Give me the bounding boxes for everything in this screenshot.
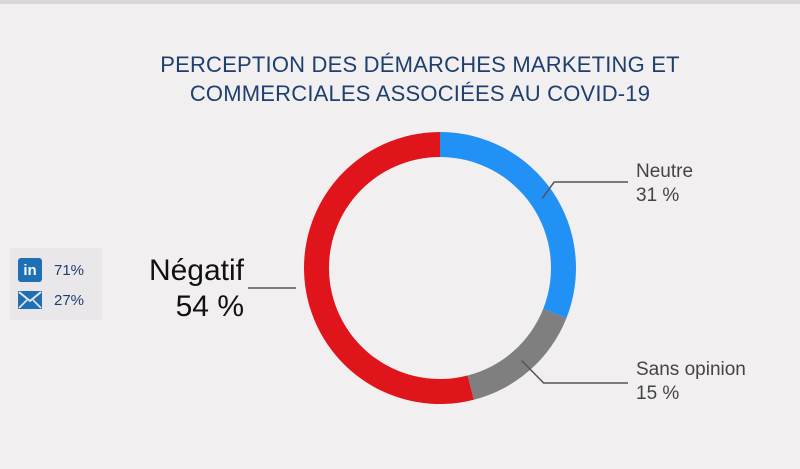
linkedin-icon: in bbox=[18, 258, 42, 282]
leader-line-sans-opinion bbox=[521, 360, 628, 384]
label-sans-opinion: Sans opinion 15 % bbox=[636, 358, 746, 406]
label-neutre-name: Neutre bbox=[636, 161, 694, 182]
source-legend: in 71% 27% bbox=[10, 248, 102, 320]
legend-mail-value: 27% bbox=[54, 291, 85, 309]
slice-n-gatif bbox=[303, 132, 474, 404]
label-sans-opinion-value: 15 % bbox=[636, 383, 680, 404]
legend-linkedin-value: 71% bbox=[54, 261, 85, 279]
slice-neutre bbox=[440, 132, 576, 319]
label-neutre: Neutre 31 % bbox=[636, 160, 693, 208]
label-negatif-name: Négatif bbox=[148, 254, 244, 287]
legend-row-linkedin: in 71% bbox=[18, 258, 84, 282]
label-neutre-value: 31 % bbox=[636, 185, 680, 206]
chart-title-line-1: PERCEPTION DES DÉMARCHES MARKETING ET bbox=[160, 52, 680, 77]
slice-sans-opinion bbox=[467, 308, 567, 400]
top-divider bbox=[0, 0, 800, 4]
chart-title: PERCEPTION DES DÉMARCHES MARKETING ET CO… bbox=[120, 50, 720, 108]
label-negatif-value: 54 % bbox=[175, 290, 244, 323]
mail-icon bbox=[18, 291, 42, 309]
label-sans-opinion-name: Sans opinion bbox=[636, 359, 746, 380]
legend-row-mail: 27% bbox=[18, 288, 84, 312]
chart-title-line-2: COMMERCIALES ASSOCIÉES AU COVID-19 bbox=[189, 81, 651, 106]
label-negatif: Négatif 54 % bbox=[110, 253, 244, 325]
leader-line-neutre bbox=[541, 181, 628, 200]
